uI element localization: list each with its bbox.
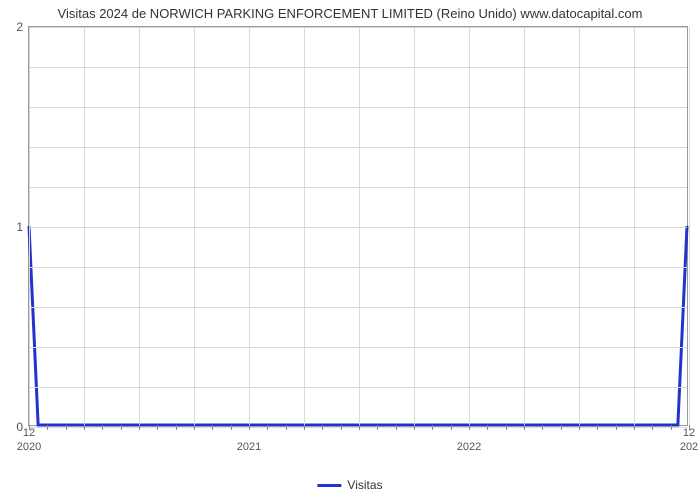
y-tick-label: 1 <box>16 220 23 234</box>
x-tick <box>377 425 378 430</box>
gridline-h <box>29 227 687 228</box>
x-tick <box>652 425 653 430</box>
gridline-v <box>304 27 305 425</box>
x-tick <box>121 425 122 430</box>
gridline-v <box>194 27 195 425</box>
x-tick <box>176 425 177 430</box>
x-tick <box>396 425 397 430</box>
plot-area: 0121212202020212022202 <box>28 26 688 426</box>
gridline-v <box>634 27 635 425</box>
x-tick <box>304 425 305 430</box>
x-tick <box>561 425 562 430</box>
gridline-h <box>29 427 687 428</box>
legend: Visitas <box>317 478 382 492</box>
x-year-label: 2022 <box>457 441 481 453</box>
x-tick <box>194 425 195 430</box>
x-tick <box>414 425 415 430</box>
x-tick <box>157 425 158 430</box>
x-tick <box>487 425 488 430</box>
legend-label: Visitas <box>347 478 382 492</box>
x-tick <box>634 425 635 430</box>
x-tick <box>231 425 232 430</box>
y-tick-label: 2 <box>16 20 23 34</box>
x-year-label: 2020 <box>17 441 41 453</box>
x-tick <box>322 425 323 430</box>
gridline-h-minor <box>29 67 687 68</box>
x-tick <box>267 425 268 430</box>
x-tick <box>506 425 507 430</box>
x-tick <box>469 425 470 430</box>
x-tick <box>597 425 598 430</box>
x-tick <box>542 425 543 430</box>
x-tick <box>432 425 433 430</box>
x-tick <box>451 425 452 430</box>
gridline-v <box>579 27 580 425</box>
gridline-v <box>84 27 85 425</box>
x-tick <box>47 425 48 430</box>
data-series <box>29 226 687 425</box>
x-sub-label: 12 <box>683 427 695 439</box>
gridline-v <box>414 27 415 425</box>
gridline-v <box>29 27 30 425</box>
gridline-h-minor <box>29 107 687 108</box>
x-tick <box>341 425 342 430</box>
x-tick <box>212 425 213 430</box>
gridline-v <box>359 27 360 425</box>
x-tick <box>286 425 287 430</box>
x-tick <box>139 425 140 430</box>
x-tick <box>616 425 617 430</box>
x-year-label: 2021 <box>237 441 261 453</box>
x-sub-label: 12 <box>23 427 35 439</box>
x-tick <box>671 425 672 430</box>
x-tick <box>84 425 85 430</box>
x-year-label: 202 <box>680 441 698 453</box>
series-line <box>29 27 687 425</box>
gridline-h-minor <box>29 267 687 268</box>
x-tick <box>359 425 360 430</box>
x-tick <box>249 425 250 430</box>
x-tick <box>66 425 67 430</box>
gridline-h-minor <box>29 187 687 188</box>
gridline-v <box>689 27 690 425</box>
gridline-h-minor <box>29 147 687 148</box>
gridline-v <box>249 27 250 425</box>
gridline-h <box>29 27 687 28</box>
gridline-h-minor <box>29 387 687 388</box>
legend-swatch <box>317 484 341 487</box>
chart-title: Visitas 2024 de NORWICH PARKING ENFORCEM… <box>58 6 643 21</box>
gridline-h-minor <box>29 347 687 348</box>
gridline-v <box>469 27 470 425</box>
gridline-v <box>139 27 140 425</box>
x-tick <box>579 425 580 430</box>
x-tick <box>102 425 103 430</box>
x-tick <box>524 425 525 430</box>
gridline-h-minor <box>29 307 687 308</box>
gridline-v <box>524 27 525 425</box>
